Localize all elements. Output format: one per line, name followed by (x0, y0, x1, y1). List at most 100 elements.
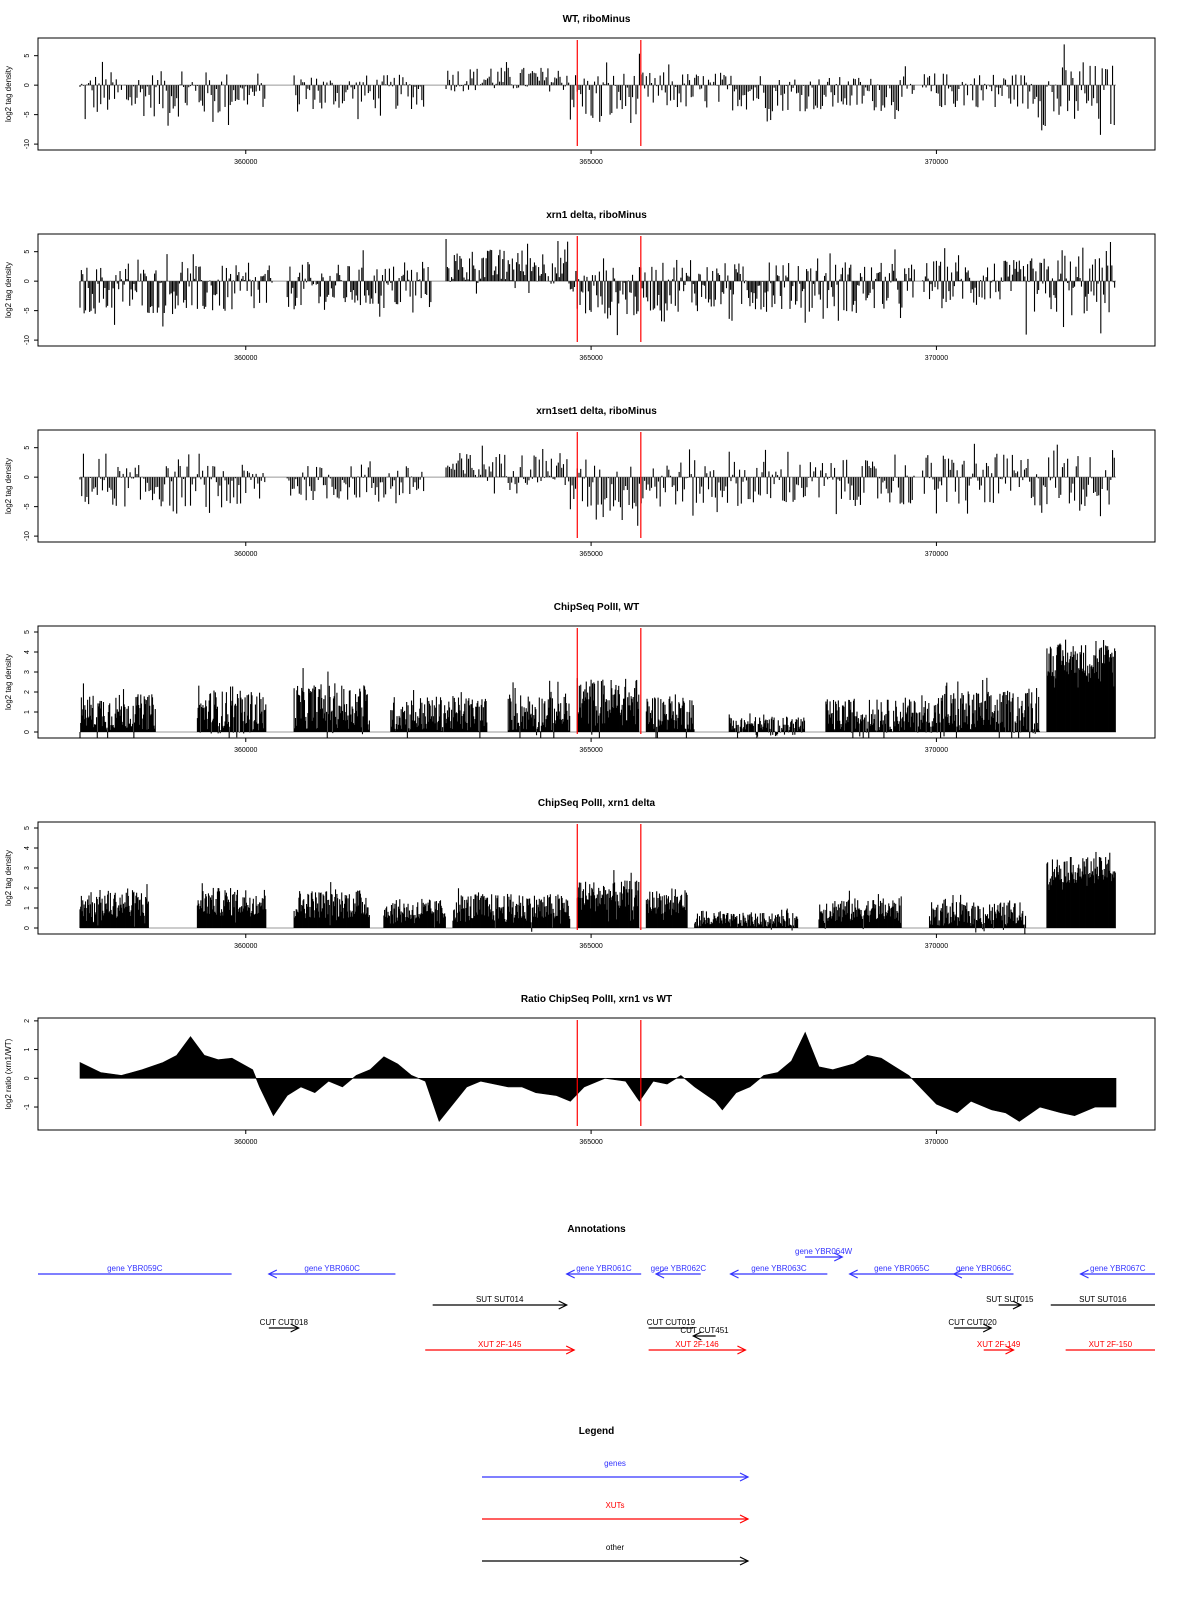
x-tick-label: 365000 (579, 747, 602, 754)
x-axis: 360000 365000 370000 (234, 934, 948, 950)
y-axis-label: log2 tag density (4, 654, 13, 710)
y-tick-label: 2 (24, 1019, 31, 1023)
annotation-feature: gene YBR066C (952, 1264, 1014, 1279)
legend-label: genes (604, 1459, 626, 1468)
y-tick-label: -10 (24, 335, 31, 345)
legend-entry: other (482, 1543, 750, 1566)
panel-title: ChipSeq PolII, WT (554, 602, 640, 613)
feature-label: XUT 2F-146 (675, 1340, 719, 1349)
y-axis: 0 1 2 3 4 5 log2 tag density (4, 630, 38, 734)
y-axis: -10 -5 0 5 log2 tag density (4, 446, 38, 541)
feature-label: gene YBR065C (874, 1264, 930, 1273)
annotations-panel: Annotations gene YBR059C gene YBR060C gene … (38, 1224, 1155, 1355)
annotation-feature: CUT CUT020 (948, 1318, 997, 1333)
y-tick-label: 0 (24, 926, 31, 930)
panel-title: ChipSeq PolII, xrn1 delta (538, 798, 656, 809)
x-tick-label: 365000 (579, 943, 602, 950)
feature-label: gene YBR066C (956, 1264, 1012, 1273)
feature-label: gene YBR067C (1090, 1264, 1146, 1273)
annotation-feature: XUT 2F-145 (425, 1340, 576, 1355)
annotation-feature: XUT 2F-149 (977, 1340, 1021, 1355)
data-series (79, 1031, 1117, 1122)
feature-label: XUT 2F-150 (1089, 1340, 1133, 1349)
y-tick-label: 2 (24, 886, 31, 890)
annotation-feature: SUT SUT016 (1050, 1295, 1155, 1306)
strand-arrow (729, 1269, 739, 1279)
y-tick-label: 5 (24, 446, 31, 450)
y-tick-label: 3 (24, 670, 31, 674)
data-series (79, 238, 1116, 336)
plot-frame (37, 233, 1156, 347)
annotation-feature: SUT SUT015 (986, 1295, 1034, 1310)
y-axis: 0 1 2 3 4 5 log2 tag density (4, 826, 38, 930)
feature-label: CUT CUT020 (948, 1318, 997, 1327)
y-tick-label: 4 (24, 650, 31, 654)
panel-3: xrn1set1 delta, riboMinus -10 -5 0 5 log2 tag… (4, 406, 1156, 558)
annotation-feature: gene YBR063C (729, 1264, 828, 1279)
x-tick-label: 365000 (579, 1139, 602, 1146)
strand-arrow (654, 1269, 665, 1279)
x-tick-label: 365000 (579, 355, 602, 362)
y-tick-label: -5 (24, 503, 31, 509)
panel-5: ChipSeq PolII, xrn1 delta 0 1 2 3 4 5 log2 tag … (4, 798, 1156, 950)
strand-arrow (1012, 1300, 1023, 1310)
x-tick-label: 365000 (579, 551, 602, 558)
panel-6: Ratio ChipSeq PolII, xrn1 vs WT -1 0 1 2 log2… (4, 994, 1156, 1146)
feature-label: gene YBR061C (576, 1264, 632, 1273)
y-tick-label: 0 (24, 730, 31, 734)
annotation-feature: XUT 2F-150 (1065, 1340, 1155, 1351)
legend-label: other (606, 1543, 625, 1552)
x-axis: 360000 365000 370000 (234, 1130, 948, 1146)
panel-2: xrn1 delta, riboMinus -10 -5 0 5 log2 tag den… (4, 210, 1156, 362)
legend-title: Legend (579, 1426, 615, 1437)
y-tick-label: 5 (24, 54, 31, 58)
annotation-feature: gene YBR059C (38, 1264, 232, 1275)
x-axis: 360000 365000 370000 (234, 738, 948, 754)
y-tick-label: 5 (24, 826, 31, 830)
data-series (79, 639, 1116, 738)
x-axis: 360000 365000 370000 (234, 542, 948, 558)
feature-label: SUT SUT015 (986, 1295, 1034, 1304)
strand-arrow (737, 1345, 747, 1355)
data-series (79, 44, 1116, 135)
y-axis-label: log2 tag density (4, 458, 13, 514)
annotations-title: Annotations (567, 1224, 626, 1235)
y-axis-label: log2 tag density (4, 262, 13, 318)
legend-entry: genes (482, 1459, 750, 1482)
feature-label: CUT CUT451 (680, 1326, 729, 1335)
strand-arrow (982, 1323, 993, 1333)
strand-arrow (565, 1269, 575, 1279)
annotation-feature: gene YBR060C (267, 1264, 396, 1279)
x-tick-label: 370000 (925, 551, 948, 558)
panel-1: WT, riboMinus -10 -5 0 5 log2 tag density 3600… (4, 14, 1156, 166)
x-tick-label: 360000 (234, 159, 257, 166)
annotation-feature: gene YBR062C (651, 1264, 707, 1279)
annotation-feature: XUT 2F-146 (648, 1340, 747, 1355)
x-axis: 360000 365000 370000 (234, 346, 948, 362)
feature-label: gene YBR062C (651, 1264, 707, 1273)
x-tick-label: 370000 (925, 355, 948, 362)
feature-label: gene YBR063C (751, 1264, 807, 1273)
annotation-feature: CUT CUT019 (647, 1318, 696, 1329)
x-tick-label: 360000 (234, 943, 257, 950)
y-axis: -1 0 1 2 log2 ratio (xrn1/WT) (4, 1019, 38, 1110)
y-tick-label: 0 (24, 83, 31, 87)
y-tick-label: 1 (24, 906, 31, 910)
feature-label: gene YBR060C (304, 1264, 360, 1273)
annotation-feature: SUT SUT014 (432, 1295, 569, 1310)
y-tick-label: -10 (24, 139, 31, 149)
x-tick-label: 365000 (579, 159, 602, 166)
panel-4: ChipSeq PolII, WT 0 1 2 3 4 5 log2 tag density 3… (4, 602, 1156, 754)
y-axis: -10 -5 0 5 log2 tag density (4, 250, 38, 345)
strand-arrow (1079, 1269, 1089, 1279)
y-axis-label: log2 tag density (4, 850, 13, 906)
y-tick-label: 0 (24, 1076, 31, 1080)
y-tick-label: -10 (24, 531, 31, 541)
strand-arrow (558, 1300, 569, 1310)
annotation-feature: gene YBR065C (848, 1264, 954, 1279)
feature-label: CUT CUT018 (260, 1318, 309, 1327)
strand-arrow (848, 1269, 858, 1279)
annotation-feature: CUT CUT451 (680, 1326, 729, 1341)
